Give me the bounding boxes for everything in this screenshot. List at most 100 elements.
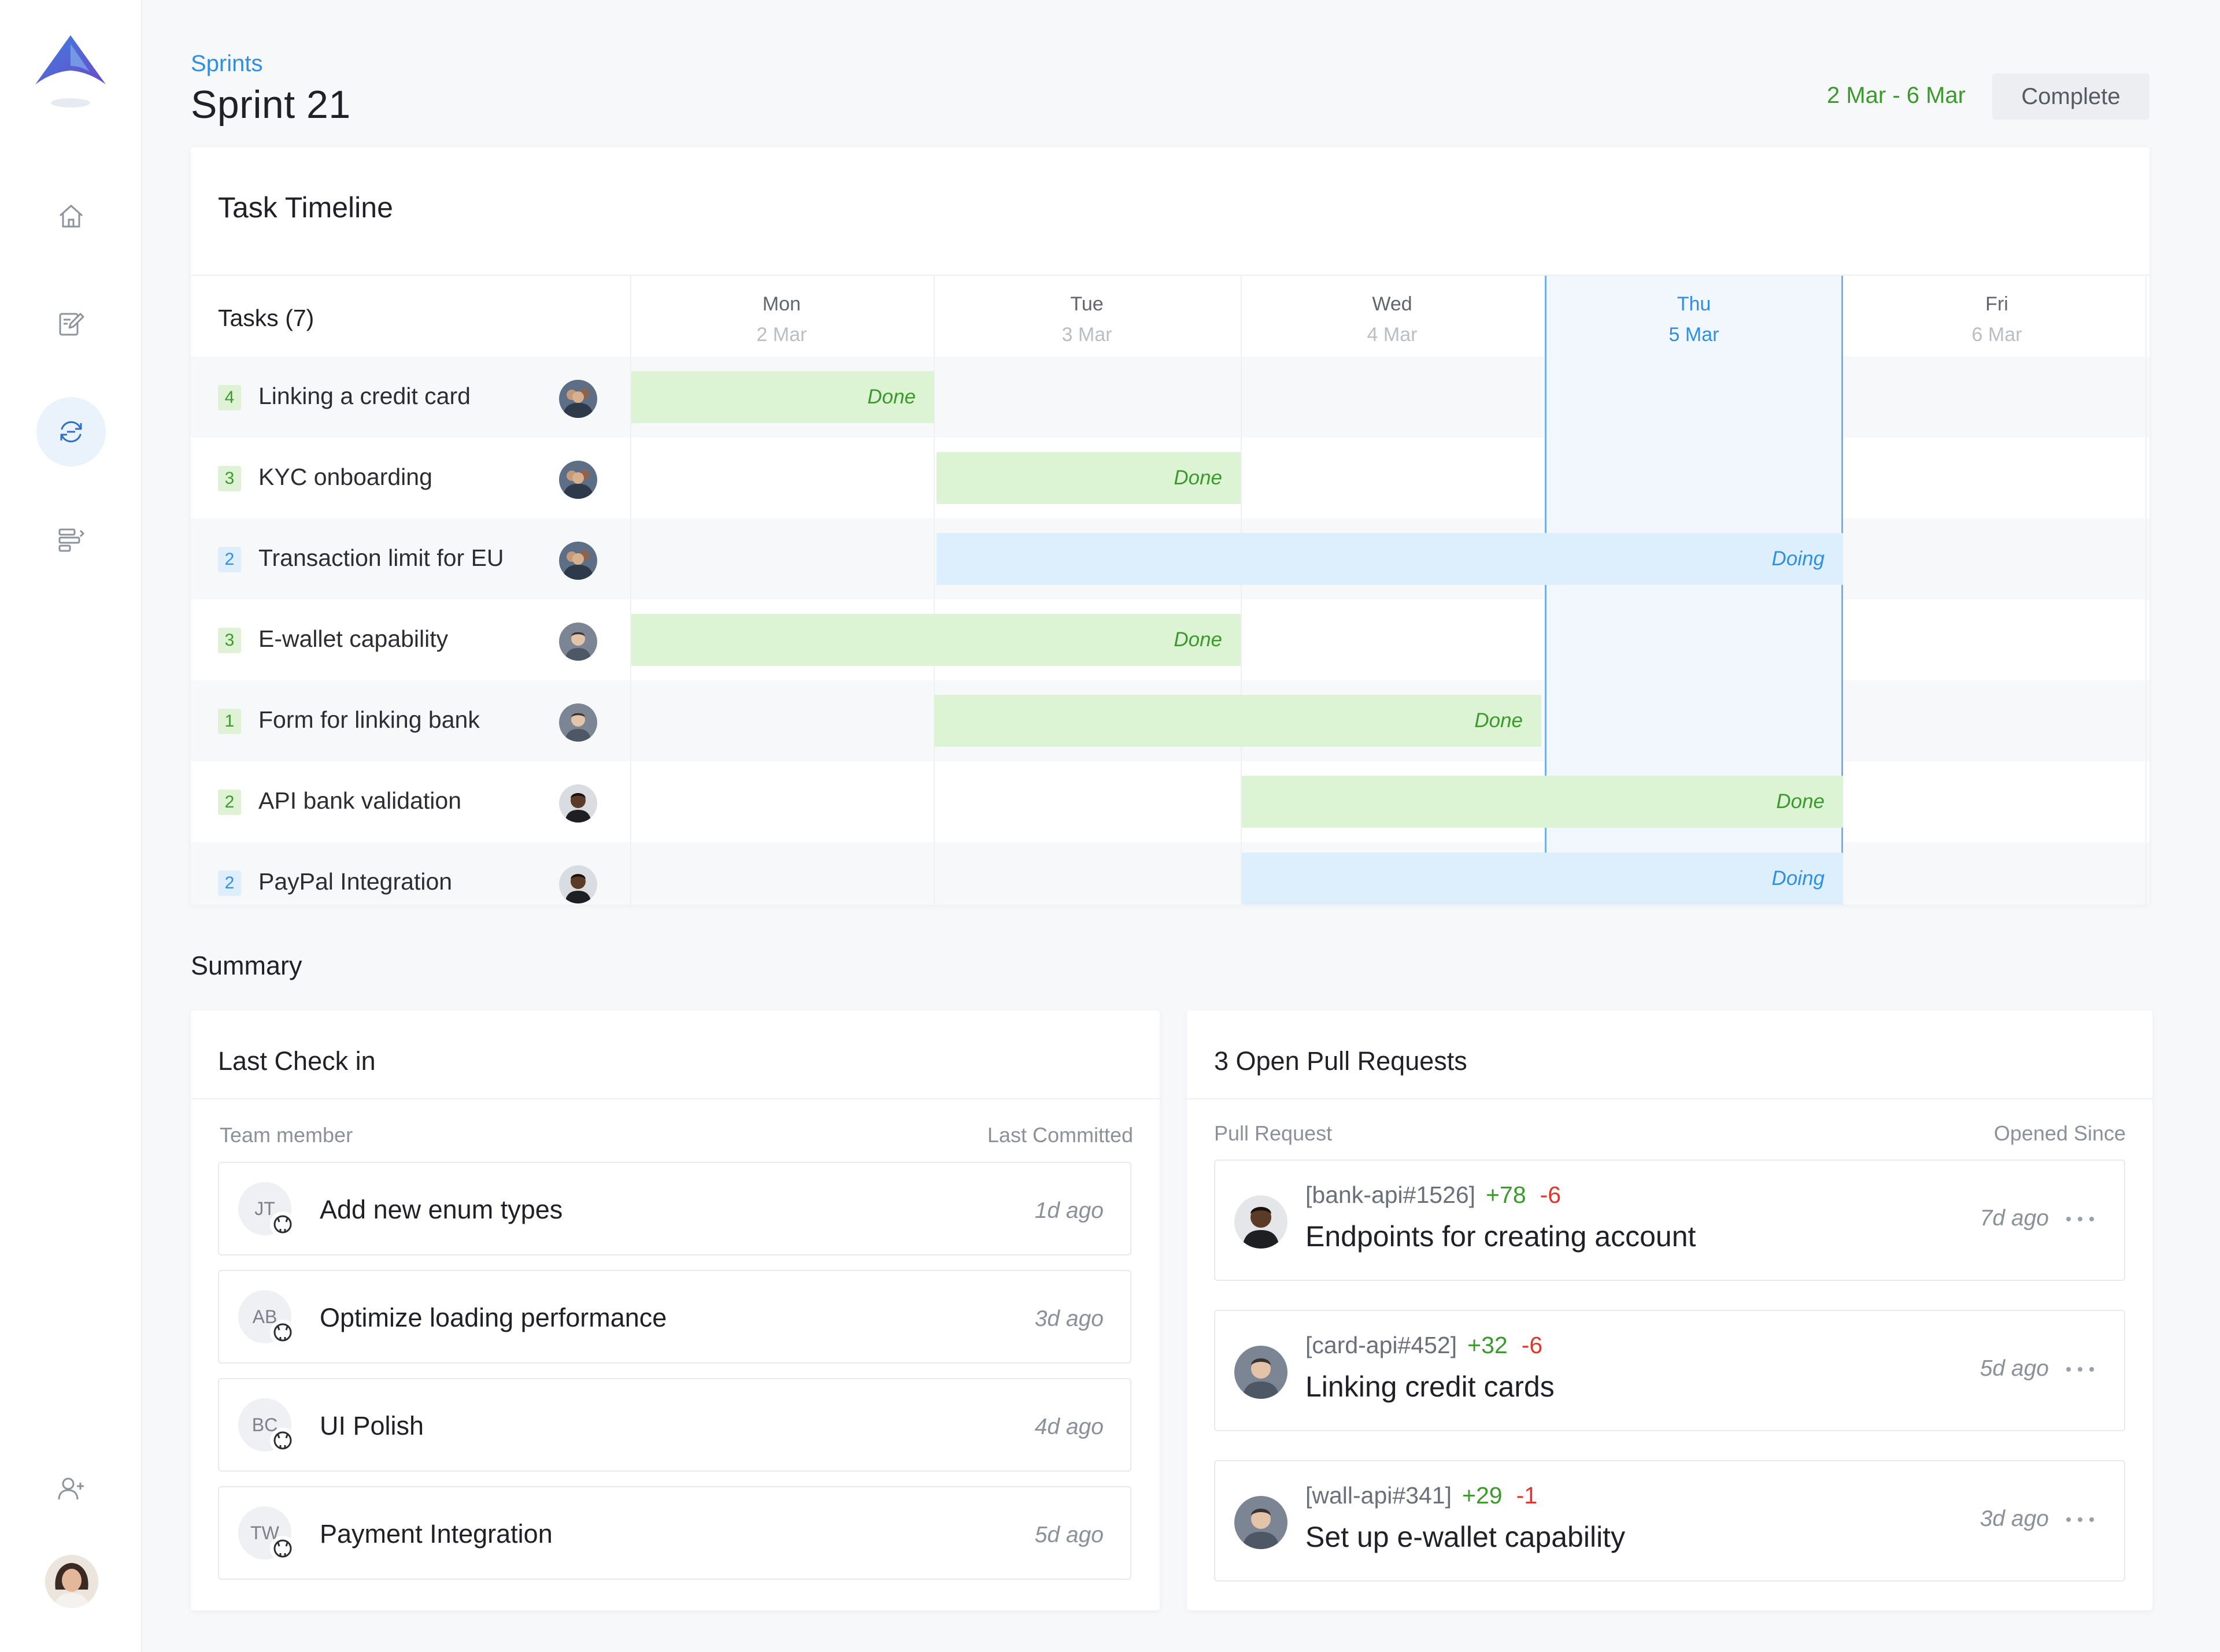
task-row[interactable]: 4 Linking a credit card: [218, 357, 790, 438]
task-name: Transaction limit for EU: [258, 545, 504, 571]
task-timeline-title: Task Timeline: [218, 191, 393, 224]
last-committed-time: 3d ago: [1034, 1306, 1104, 1331]
check-in-item[interactable]: JT Add new enum types 1d ago: [218, 1162, 1131, 1255]
pull-request-item[interactable]: [card-api#452] +32 -6 Linking credit cards…: [1214, 1310, 2125, 1431]
task-bar[interactable]: Done: [934, 695, 1541, 747]
day-name: Wed: [1372, 293, 1412, 315]
column-header-team-member: Team member: [220, 1123, 353, 1147]
avatar: [1234, 1195, 1287, 1249]
add-user-icon: [58, 1477, 84, 1500]
task-name: PayPal Integration: [258, 868, 453, 895]
divider: [1187, 1098, 2152, 1099]
github-icon: [270, 1536, 295, 1561]
summary-title: Summary: [191, 951, 302, 980]
breadcrumb[interactable]: Sprints: [191, 51, 263, 76]
task-row[interactable]: 2 API bank validation: [218, 761, 790, 842]
lines-removed: -1: [1516, 1482, 1538, 1509]
task-row[interactable]: 2 PayPal Integration: [218, 842, 790, 923]
column-header-pull-request: Pull Request: [1214, 1121, 1333, 1145]
opened-since: 7d ago: [1980, 1206, 2049, 1231]
complete-sprint-button[interactable]: Complete: [1992, 73, 2149, 120]
pr-reference[interactable]: [bank-api#1526]: [1305, 1181, 1476, 1208]
lines-added: +32: [1467, 1332, 1508, 1358]
open-pull-requests-title: 3 Open Pull Requests: [1214, 1046, 1467, 1076]
day-date: 4 Mar: [1367, 324, 1418, 346]
lines-removed: -6: [1540, 1181, 1562, 1208]
task-bar[interactable]: Done: [631, 614, 1241, 666]
pr-title: Linking credit cards: [1305, 1371, 1555, 1403]
more-options-icon[interactable]: [2063, 1361, 2097, 1378]
github-icon: [270, 1212, 295, 1237]
check-in-item[interactable]: AB Optimize loading performance 3d ago: [218, 1270, 1131, 1364]
more-options-icon[interactable]: [2063, 1210, 2097, 1228]
day-header-mon: Mon 2 Mar: [631, 293, 932, 346]
day-date: 6 Mar: [1971, 324, 2022, 346]
day-header-wed: Wed 4 Mar: [1242, 293, 1542, 346]
column-header-last-committed: Last Committed: [987, 1123, 1133, 1147]
divider: [191, 275, 2149, 276]
last-committed-time: 5d ago: [1034, 1523, 1104, 1547]
column-divider: [2145, 276, 2147, 905]
more-options-icon[interactable]: [2063, 1511, 2097, 1528]
pull-request-item[interactable]: [wall-api#341] +29 -1 Set up e-wallet capa…: [1214, 1460, 2125, 1581]
sidebar-item-sprints[interactable]: [36, 397, 106, 466]
sidebar-item-roadmap[interactable]: [36, 505, 106, 574]
avatar: [1234, 1496, 1287, 1549]
page-title: Sprint 21: [191, 83, 351, 127]
task-bar[interactable]: Doing: [1242, 853, 1843, 905]
column-divider: [934, 276, 935, 905]
sidebar-item-home[interactable]: [36, 182, 106, 251]
avatar: [1234, 1346, 1287, 1399]
lines-added: +78: [1486, 1181, 1526, 1208]
sidebar-item-notes[interactable]: [36, 289, 106, 358]
story-points-badge: 2: [218, 790, 241, 815]
task-row[interactable]: 2 Transaction limit for EU: [218, 518, 790, 599]
day-header-tue: Tue 3 Mar: [937, 293, 1237, 346]
check-in-item[interactable]: BC UI Polish 4d ago: [218, 1378, 1131, 1472]
sidebar: [0, 0, 142, 1652]
assignee-avatar: [559, 784, 597, 823]
avatar: AB: [238, 1290, 291, 1343]
opened-since: 5d ago: [1980, 1356, 2049, 1381]
task-timeline-card: Task Timeline Tasks (7) Mon 2 Mar Tue 3 …: [191, 147, 2149, 905]
pr-reference[interactable]: [card-api#452]: [1305, 1332, 1457, 1358]
pr-title: Endpoints for creating account: [1305, 1220, 1696, 1253]
task-bar[interactable]: Done: [937, 452, 1241, 504]
task-name: Form for linking bank: [258, 706, 480, 733]
divider: [191, 1098, 1160, 1099]
pull-request-item[interactable]: [bank-api#1526] +78 -6 Endpoints for creat…: [1214, 1160, 2125, 1281]
task-name: KYC onboarding: [258, 464, 432, 490]
app-logo[interactable]: [32, 32, 110, 113]
task-row[interactable]: 1 Form for linking bank: [218, 680, 790, 761]
task-bar[interactable]: Done: [631, 371, 934, 423]
task-row[interactable]: 3 E-wallet capability: [218, 599, 790, 680]
add-user-button[interactable]: [36, 1454, 106, 1524]
assignee-avatar: [559, 623, 597, 661]
assignee-avatar: [559, 461, 597, 499]
story-points-badge: 1: [218, 709, 241, 734]
day-name: Fri: [1985, 293, 2008, 315]
tasks-count-header: Tasks (7): [218, 305, 314, 331]
assignee-avatar: [559, 380, 597, 418]
task-bar[interactable]: Done: [1242, 776, 1843, 828]
day-header-thu: Thu 5 Mar: [1544, 293, 1844, 346]
day-name: Mon: [762, 293, 801, 315]
day-name: Thu: [1677, 293, 1711, 315]
check-in-item[interactable]: TW Payment Integration 5d ago: [218, 1486, 1131, 1580]
last-committed-time: 1d ago: [1034, 1198, 1104, 1223]
commit-message: Payment Integration: [320, 1519, 553, 1549]
day-date: 2 Mar: [756, 324, 807, 346]
timeline-bars-icon: [58, 528, 85, 552]
commit-message: UI Polish: [320, 1411, 424, 1440]
task-row[interactable]: 3 KYC onboarding: [218, 438, 790, 518]
profile-avatar[interactable]: [45, 1555, 98, 1608]
commit-message: Optimize loading performance: [320, 1303, 667, 1332]
story-points-badge: 2: [218, 871, 241, 896]
pr-reference[interactable]: [wall-api#341]: [1305, 1482, 1452, 1509]
pr-meta: [card-api#452] +32 -6: [1305, 1332, 1542, 1359]
open-pull-requests-card: 3 Open Pull Requests Pull Request Opened…: [1187, 1010, 2152, 1610]
pr-title: Set up e-wallet capability: [1305, 1521, 1626, 1553]
task-bar[interactable]: Doing: [937, 533, 1843, 585]
assignee-avatar: [559, 703, 597, 742]
